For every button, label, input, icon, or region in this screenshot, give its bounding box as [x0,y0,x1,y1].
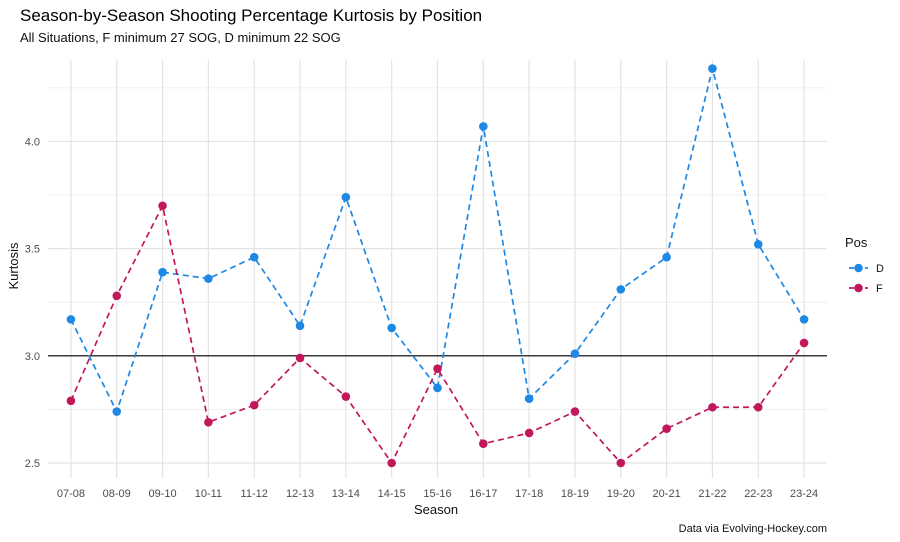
point-F-07-08 [66,396,76,406]
point-F-21-22 [708,402,717,412]
x-tick-label-07-08: 07-08 [57,488,85,500]
point-D-11-12 [249,252,259,262]
point-D-18-19 [570,349,580,358]
point-D-12-13 [295,321,305,331]
point-D-21-22 [708,64,717,73]
x-tick-label-16-17: 16-17 [469,488,497,500]
legend-item-D: D [849,263,884,275]
y-axis-title: Kurtosis [6,242,21,289]
x-tick-label-15-16: 15-16 [423,488,451,500]
point-F-11-12 [249,400,259,410]
point-D-22-23 [753,240,763,249]
point-F-10-11 [204,417,213,427]
y-tick-label-3: 4.0 [25,136,40,148]
point-D-07-08 [66,315,76,324]
point-F-08-09 [112,291,122,301]
x-tick-label-12-13: 12-13 [286,488,314,500]
point-F-18-19 [570,407,580,416]
point-D-20-21 [662,252,671,262]
point-F-17-18 [524,428,534,438]
legend-title: Pos [845,235,868,250]
y-tick-label-0: 2.5 [25,458,40,470]
x-tick-label-08-09: 08-09 [103,488,131,500]
point-D-15-16 [433,383,442,393]
chart-caption: Data via Evolving-Hockey.com [679,523,827,535]
point-D-23-24 [799,315,809,324]
series-line-F [70,203,805,465]
x-tick-label-17-18: 17-18 [515,488,543,500]
point-F-15-16 [433,364,442,373]
point-D-19-20 [616,285,626,294]
point-F-16-17 [479,439,488,449]
legend: DF [849,263,884,295]
point-D-10-11 [204,274,213,283]
point-D-17-18 [524,394,534,403]
x-tick-label-14-15: 14-15 [378,488,406,500]
legend-key-point-F [854,283,863,293]
point-D-13-14 [341,192,351,202]
point-D-16-17 [479,122,488,131]
y-tick-label-1: 3.0 [25,351,40,363]
y-tick-label-2: 3.5 [25,244,40,256]
x-tick-label-22-23: 22-23 [744,488,772,500]
legend-key-point-D [854,263,863,273]
series-line-D [70,68,805,414]
x-axis-ticks: 07-08 08-09 09-10 10-11 11-12 12-13 13-14 14-15… [57,488,818,500]
x-tick-label-23-24: 23-24 [790,488,818,500]
point-D-09-10 [158,267,167,277]
x-tick-label-10-11: 10-11 [195,488,222,500]
point-D-14-15 [387,323,396,333]
point-F-13-14 [341,392,351,401]
legend-label-D: D [876,263,884,275]
point-F-22-23 [753,402,763,412]
point-D-08-09 [112,407,122,416]
legend-item-F: F [849,283,883,295]
x-tick-label-18-19: 18-19 [561,488,589,500]
x-tick-label-19-20: 19-20 [607,488,635,500]
series-group [66,64,809,468]
series-F [66,201,809,468]
x-tick-label-20-21: 20-21 [653,488,681,500]
x-tick-label-09-10: 09-10 [148,488,176,500]
chart-subtitle: All Situations, F minimum 27 SOG, D mini… [20,30,341,45]
series-D [66,64,809,416]
point-F-14-15 [387,458,396,468]
chart-title: Season-by-Season Shooting Percentage Kur… [20,6,482,25]
x-tick-label-11-12: 11-12 [241,488,268,500]
legend-label-F: F [876,283,883,295]
x-axis-title: Season [414,502,458,517]
x-tick-label-21-22: 21-22 [698,488,726,500]
point-F-09-10 [158,201,167,211]
point-F-12-13 [295,353,305,363]
point-F-20-21 [662,424,671,433]
y-axis-ticks: 2.5 3.0 3.5 4.0 [25,136,40,470]
x-tick-label-13-14: 13-14 [332,488,360,500]
point-F-19-20 [616,458,626,468]
point-F-23-24 [799,338,809,348]
